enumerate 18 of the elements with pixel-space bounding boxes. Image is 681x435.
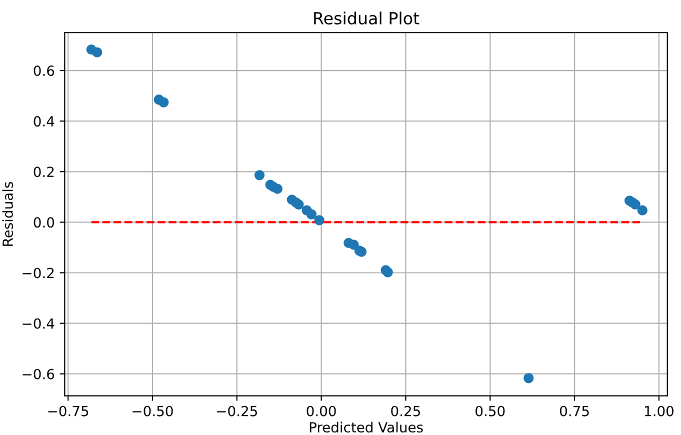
x-tick-label: 0.75 [560, 406, 589, 416]
chart-title: Residual Plot [314, 12, 420, 25]
x-tick-label: 1.00 [645, 406, 674, 416]
x-tick-label: −0.25 [217, 406, 257, 416]
x-tick-label: 0.00 [306, 406, 336, 416]
y-tick-label: 0.4 [34, 116, 54, 127]
y-tick-label: −0.2 [22, 268, 54, 278]
y-tick-label: 0.0 [34, 217, 54, 228]
x-tick-label: −0.75 [48, 406, 88, 416]
x-axis-title: Predicted Values [310, 422, 423, 433]
y-tick-label: 0.6 [34, 66, 54, 76]
x-tick-label: −0.50 [132, 406, 173, 416]
y-tick-label: 0.2 [34, 166, 54, 178]
y-tick-label: −0.6 [22, 368, 54, 380]
x-tick-label: 0.50 [476, 406, 505, 416]
x-tick-label: 0.25 [391, 406, 420, 416]
y-tick-label: −0.4 [22, 318, 54, 329]
y-axis-title: Residuals [2, 182, 13, 246]
